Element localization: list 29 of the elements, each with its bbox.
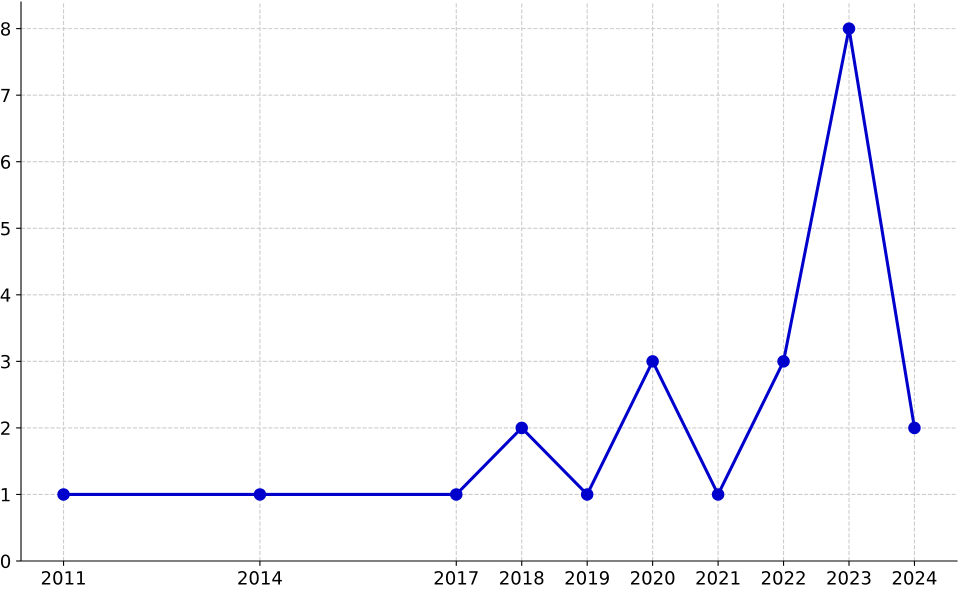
point bbox=[777, 355, 790, 368]
point bbox=[646, 355, 659, 368]
point bbox=[712, 488, 724, 501]
x-tick-label: 2022 bbox=[762, 571, 805, 585]
y-tick-label: 0 bbox=[0, 554, 10, 568]
point bbox=[580, 488, 594, 501]
y-tick-label: 8 bbox=[1, 22, 10, 36]
x-tick-label: 2011 bbox=[42, 571, 85, 585]
x-tick-label: 2021 bbox=[696, 571, 740, 585]
x-tick-label: 2017 bbox=[434, 571, 478, 585]
y-tick-label: 5 bbox=[1, 222, 10, 236]
point bbox=[254, 488, 266, 501]
x-tick-label: 2020 bbox=[630, 571, 674, 585]
x-tick-label: 2018 bbox=[500, 571, 544, 585]
point bbox=[57, 488, 70, 501]
point bbox=[450, 488, 463, 501]
x-tick-label: 2019 bbox=[566, 571, 609, 585]
y-tick-label: 6 bbox=[1, 155, 10, 169]
x-tick-label: 2023 bbox=[827, 571, 871, 585]
y-tick-label: 3 bbox=[1, 354, 10, 368]
point bbox=[842, 22, 856, 35]
y-tick-label: 4 bbox=[0, 288, 10, 302]
y-tick-label: 2 bbox=[1, 421, 10, 435]
point bbox=[515, 422, 528, 434]
point bbox=[908, 422, 921, 434]
x-tick-label: 2014 bbox=[238, 571, 282, 585]
y-tick-label: 7 bbox=[1, 88, 10, 102]
y-tick-label: 1 bbox=[2, 488, 10, 502]
x-tick-label: 2024 bbox=[892, 571, 936, 585]
